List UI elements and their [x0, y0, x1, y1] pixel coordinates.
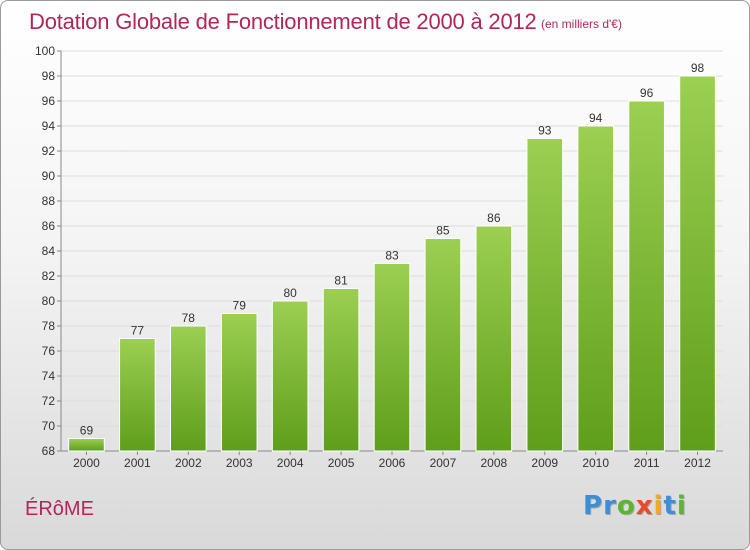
- commune-name: ÉRôME: [25, 498, 94, 520]
- data-label: 77: [131, 324, 145, 338]
- data-label: 79: [233, 299, 247, 313]
- logo-letter: i: [676, 491, 687, 521]
- data-label: 98: [691, 61, 705, 75]
- x-tick-label: 2008: [480, 456, 507, 470]
- y-tick-label: 92: [42, 144, 56, 158]
- x-tick-label: 2012: [684, 456, 711, 470]
- y-tick-label: 86: [42, 219, 56, 233]
- bar-2003: [220, 313, 258, 452]
- x-tick-label: 2011: [634, 456, 660, 470]
- y-tick-label: 76: [42, 344, 56, 358]
- bar-2002: [169, 325, 207, 452]
- y-tick-label: 90: [42, 169, 56, 183]
- logo-letter: r: [603, 491, 617, 521]
- y-tick-label: 68: [42, 444, 56, 458]
- logo-letter: P: [583, 491, 604, 521]
- y-tick-label: 78: [42, 319, 56, 333]
- x-tick-label: 2004: [277, 456, 304, 470]
- bar-2000: [68, 438, 105, 452]
- y-tick-label: 100: [35, 44, 55, 58]
- bar-2007: [424, 238, 462, 452]
- y-tick-label: 74: [42, 369, 56, 383]
- x-tick-label: 2009: [531, 456, 558, 470]
- y-tick-label: 82: [42, 269, 56, 283]
- bar-2010: [577, 125, 615, 452]
- x-tick-label: 2000: [73, 456, 100, 470]
- logo-letter: o: [616, 491, 636, 521]
- y-tick-label: 80: [42, 294, 56, 308]
- data-label: 78: [182, 311, 196, 325]
- y-tick-label: 96: [42, 94, 56, 108]
- bar-2001: [119, 338, 156, 452]
- data-label: 93: [538, 124, 552, 138]
- chart-subtitle: (en milliers d'€): [541, 17, 622, 31]
- data-label: 86: [487, 211, 501, 225]
- bar-2011: [628, 100, 665, 452]
- y-tick-label: 94: [42, 119, 56, 133]
- data-label: 69: [80, 424, 94, 438]
- bar-2008: [475, 225, 513, 452]
- x-tick-label: 2003: [226, 456, 253, 470]
- data-label: 85: [436, 224, 450, 238]
- data-label: 80: [283, 286, 297, 300]
- x-tick-label: 2007: [430, 456, 457, 470]
- x-tick-label: 2006: [379, 456, 406, 470]
- bar-2012: [679, 75, 716, 452]
- bar-2009: [526, 138, 564, 452]
- proxiti-logo[interactable]: Proxiti: [583, 491, 687, 521]
- y-tick-label: 88: [42, 194, 56, 208]
- y-tick-label: 70: [42, 419, 56, 433]
- chart-title: Dotation Globale de Fonctionnement de 20…: [29, 9, 537, 34]
- data-label: 81: [334, 274, 348, 288]
- y-tick-label: 98: [42, 69, 56, 83]
- data-label: 94: [589, 111, 603, 125]
- y-tick-label: 72: [42, 394, 56, 408]
- logo-letter: t: [663, 491, 677, 521]
- data-label: 83: [385, 249, 399, 263]
- x-tick-label: 2002: [175, 456, 202, 470]
- bar-2005: [322, 288, 360, 452]
- logo-letter: x: [635, 491, 654, 521]
- x-tick-label: 2010: [582, 456, 609, 470]
- data-label: 96: [640, 86, 654, 100]
- x-tick-label: 2001: [124, 456, 151, 470]
- y-tick-label: 84: [42, 244, 56, 258]
- logo-letter: i: [653, 491, 664, 521]
- x-tick-label: 2005: [328, 456, 355, 470]
- bar-2006: [373, 263, 411, 452]
- bar-2004: [271, 300, 309, 452]
